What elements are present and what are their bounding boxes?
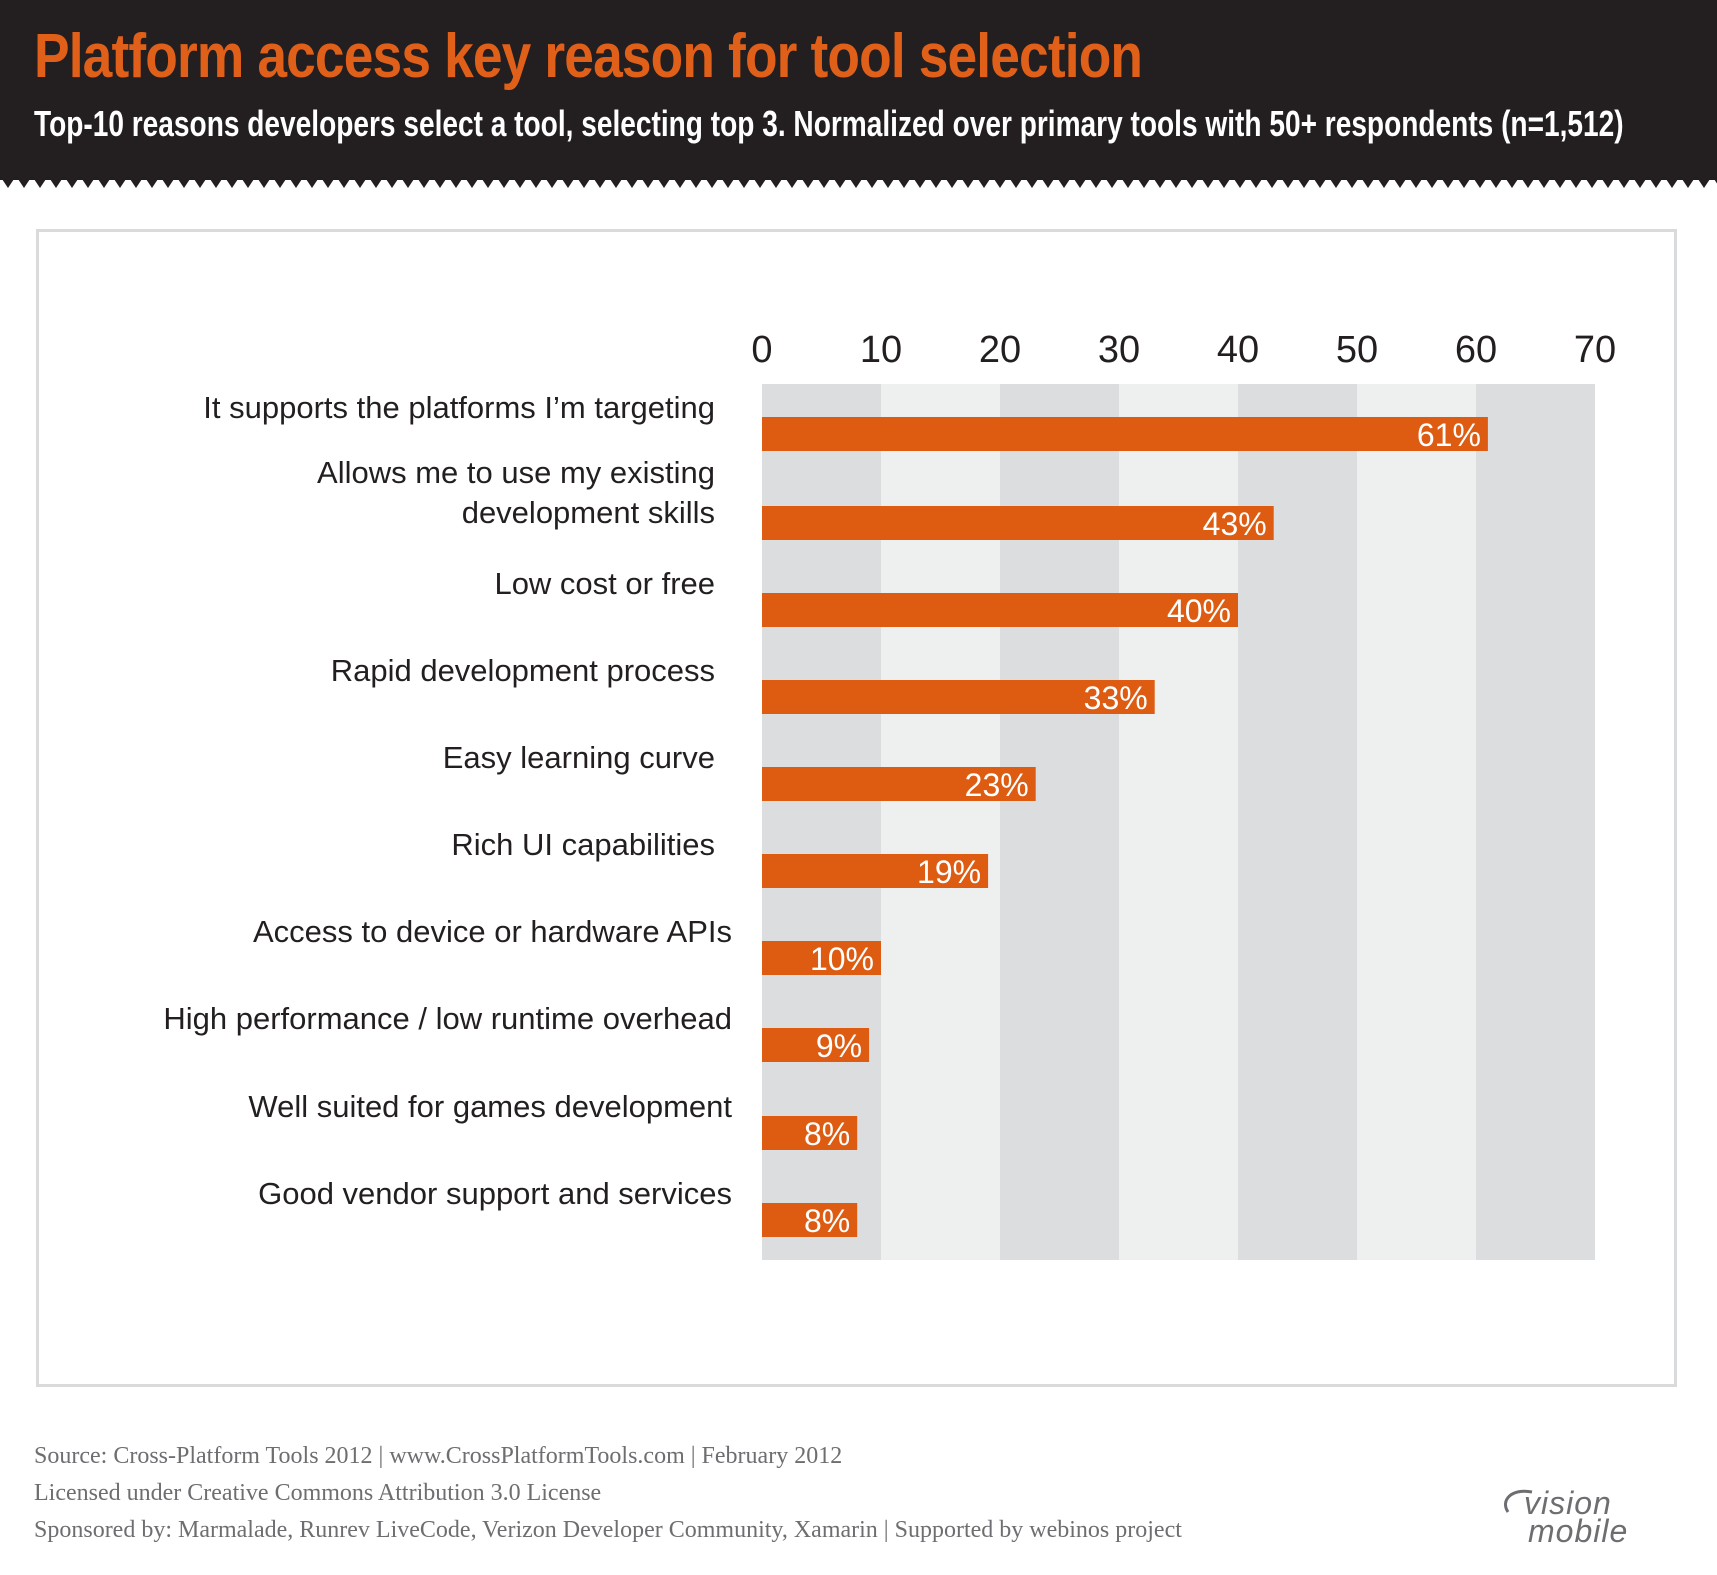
- category-label-5: Rich UI capabilities: [451, 827, 715, 862]
- category-label-line: Allows me to use my existing: [317, 455, 715, 490]
- category-label-2: Low cost or free: [494, 566, 715, 601]
- header-bar: [0, 0, 1717, 180]
- bar-3: [762, 680, 1155, 714]
- category-label-line: It supports the platforms I’m targeting: [203, 390, 715, 425]
- bar-value-label-0: 61%: [1417, 417, 1481, 453]
- bar-5: [762, 854, 989, 888]
- grid-band-6: [1476, 384, 1595, 1260]
- bar-value-label-1: 43%: [1203, 506, 1267, 542]
- category-label-line: development skills: [462, 495, 715, 530]
- bar-value-label-3: 33%: [1084, 680, 1148, 716]
- category-label-line: Low cost or free: [494, 566, 715, 601]
- logo-swoosh-icon: [1504, 1489, 1533, 1513]
- bar-value-label-7: 9%: [816, 1028, 862, 1064]
- bar-7: [762, 1028, 870, 1062]
- footer-source: Source: Cross-Platform Tools 2012 | www.…: [34, 1443, 843, 1469]
- footer-license: Licensed under Creative Commons Attribut…: [34, 1480, 602, 1506]
- logo-text-mobile: mobile: [1528, 1513, 1629, 1549]
- x-tick-label-30: 30: [1098, 329, 1140, 371]
- grid-band-5: [1357, 384, 1476, 1260]
- category-label-line: High performance / low runtime overhead: [163, 1001, 732, 1036]
- footer-sponsors: Sponsored by: Marmalade, Runrev LiveCode…: [34, 1517, 1182, 1543]
- category-label-line: Easy learning curve: [443, 740, 715, 775]
- x-tick-label-20: 20: [979, 329, 1021, 371]
- bar-value-label-8: 8%: [804, 1116, 850, 1152]
- category-label-4: Easy learning curve: [443, 740, 715, 775]
- bar-value-label-5: 19%: [917, 854, 981, 890]
- category-label-8: Well suited for games development: [248, 1089, 732, 1124]
- header-zigzag-edge: [0, 176, 1717, 188]
- page-title: Platform access key reason for tool sele…: [34, 22, 1143, 91]
- bar-chart: 0 10 20 30 40 50 60 70 61% It supports the platfo…: [163, 329, 1616, 1260]
- x-tick-label-0: 0: [751, 329, 772, 371]
- x-tick-label-50: 50: [1336, 329, 1378, 371]
- category-label-line: Well suited for games development: [248, 1089, 732, 1124]
- bar-1: [762, 506, 1274, 540]
- bar-0: [762, 417, 1488, 451]
- category-label-line: Rapid development process: [331, 653, 715, 688]
- x-tick-label-70: 70: [1574, 329, 1616, 371]
- bar-2: [762, 593, 1238, 627]
- category-label-line: Rich UI capabilities: [451, 827, 715, 862]
- category-label-0: It supports the platforms I’m targeting: [203, 390, 715, 425]
- category-label-6: Access to device or hardware APIs: [253, 914, 732, 949]
- bar-8: [762, 1116, 858, 1150]
- x-tick-label-60: 60: [1455, 329, 1497, 371]
- page-subtitle: Top-10 reasons developers select a tool,…: [34, 103, 1624, 144]
- category-label-7: High performance / low runtime overhead: [163, 1001, 732, 1036]
- category-label-9: Good vendor support and services: [258, 1176, 732, 1211]
- logo-text-vision: vision: [1524, 1485, 1612, 1521]
- x-tick-label-40: 40: [1217, 329, 1259, 371]
- bar-value-label-4: 23%: [965, 767, 1029, 803]
- category-label-1: Allows me to use my existing development …: [317, 455, 715, 530]
- bar-value-label-2: 40%: [1167, 593, 1231, 629]
- bar-9: [762, 1203, 858, 1237]
- category-label-line: Good vendor support and services: [258, 1176, 732, 1211]
- x-tick-label-10: 10: [860, 329, 902, 371]
- bar-value-label-9: 8%: [804, 1203, 850, 1239]
- category-label-3: Rapid development process: [331, 653, 715, 688]
- vision-mobile-logo: vision mobile: [1498, 1486, 1678, 1550]
- bar-value-label-6: 10%: [810, 941, 874, 977]
- category-label-line: Access to device or hardware APIs: [253, 914, 732, 949]
- bar-6: [762, 941, 881, 975]
- bar-4: [762, 767, 1036, 801]
